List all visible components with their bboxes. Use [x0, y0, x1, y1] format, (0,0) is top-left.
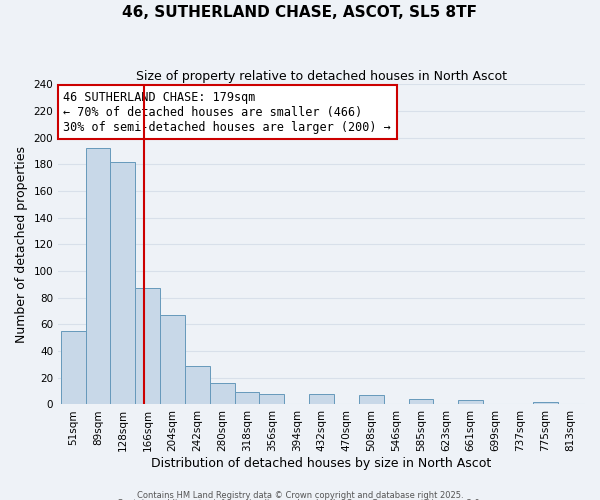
Title: Size of property relative to detached houses in North Ascot: Size of property relative to detached ho… — [136, 70, 507, 83]
Bar — [359, 395, 384, 404]
Text: Contains public sector information licensed under the Open Government Licence v3: Contains public sector information licen… — [118, 499, 482, 500]
Text: Contains HM Land Registry data © Crown copyright and database right 2025.: Contains HM Land Registry data © Crown c… — [137, 490, 463, 500]
Bar — [533, 402, 557, 404]
Bar — [110, 162, 135, 404]
Bar — [409, 399, 433, 404]
Bar — [86, 148, 110, 405]
Bar — [160, 315, 185, 404]
Text: 46 SUTHERLAND CHASE: 179sqm
← 70% of detached houses are smaller (466)
30% of se: 46 SUTHERLAND CHASE: 179sqm ← 70% of det… — [64, 90, 391, 134]
X-axis label: Distribution of detached houses by size in North Ascot: Distribution of detached houses by size … — [151, 457, 492, 470]
Bar — [135, 288, 160, 405]
Bar — [259, 394, 284, 404]
Y-axis label: Number of detached properties: Number of detached properties — [15, 146, 28, 343]
Text: 46, SUTHERLAND CHASE, ASCOT, SL5 8TF: 46, SUTHERLAND CHASE, ASCOT, SL5 8TF — [122, 5, 478, 20]
Bar — [309, 394, 334, 404]
Bar — [235, 392, 259, 404]
Bar — [185, 366, 210, 405]
Bar — [61, 331, 86, 404]
Bar — [210, 383, 235, 404]
Bar — [458, 400, 483, 404]
